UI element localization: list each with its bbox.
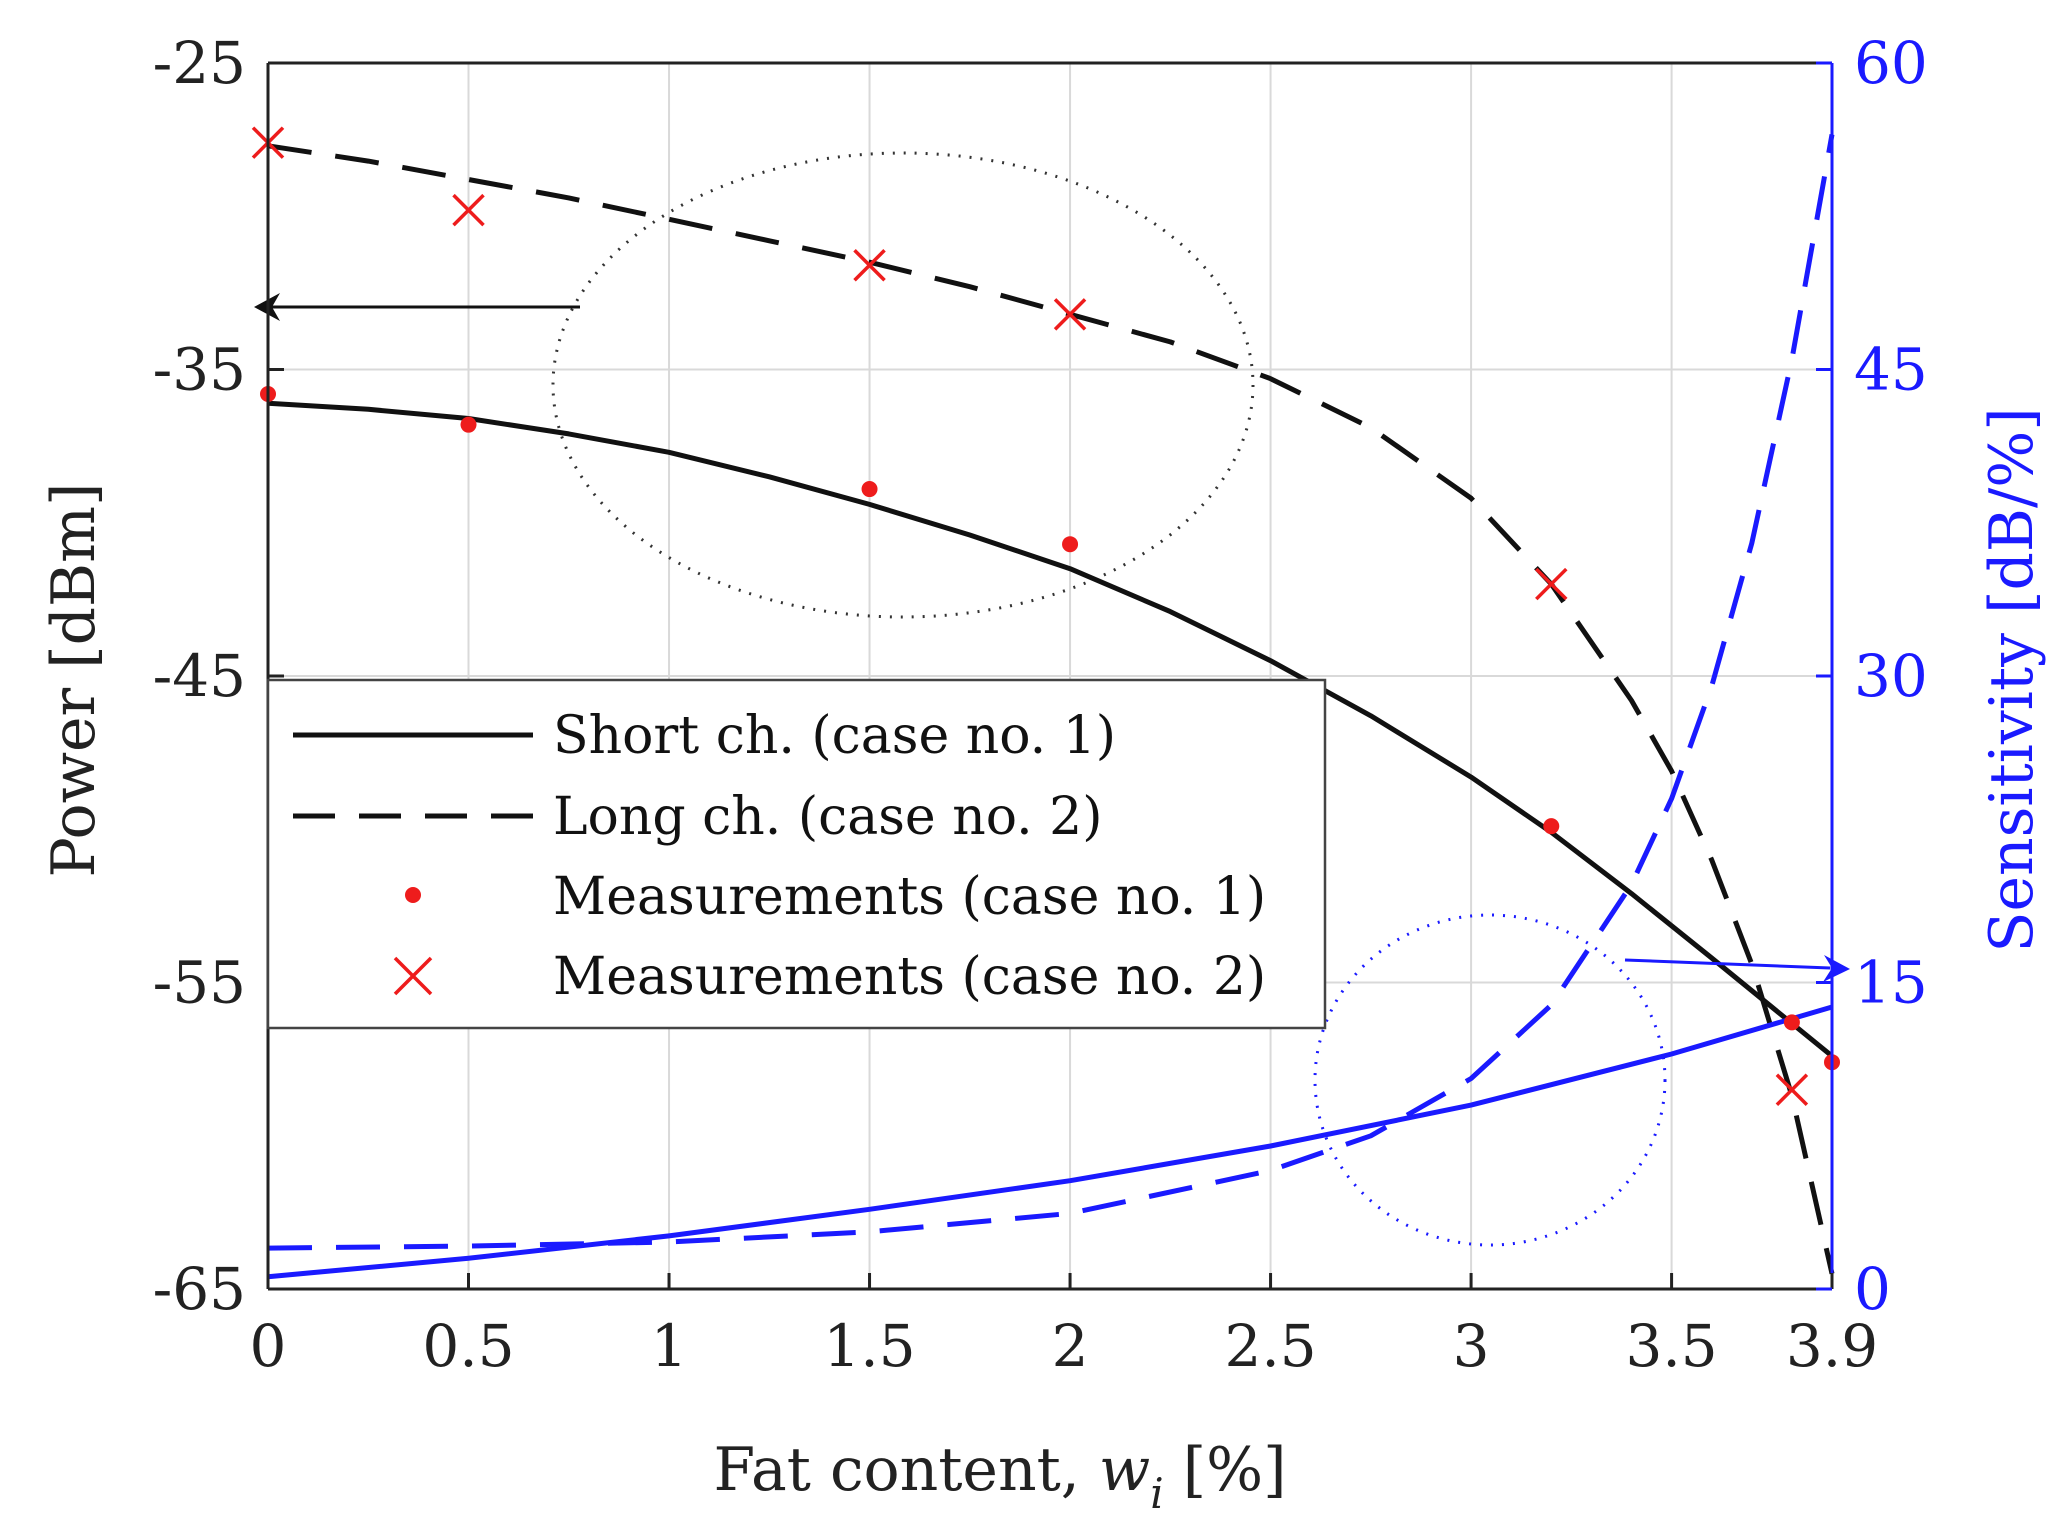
x-tick-label-2: 1 [651, 1312, 688, 1380]
sensitivity-curves-highlight-ellipse [1313, 913, 1667, 1247]
y-right-tick-label-0: 60 [1854, 29, 1928, 97]
x-axis-title: Fat content, wi [%] [713, 1435, 1286, 1518]
x-tick-label-4: 2 [1052, 1312, 1089, 1380]
measurement-dot-3 [1062, 536, 1079, 553]
x-tick-label-5: 2.5 [1224, 1312, 1316, 1380]
legend-label-short-ch: Short ch. (case no. 1) [553, 706, 1116, 766]
measurement-dot-2 [861, 481, 878, 498]
right-axis-arrow [1624, 955, 1850, 982]
power-curves-highlight-ellipse [551, 151, 1255, 619]
y-left-tick-label-1: -35 [153, 336, 246, 404]
axes: 0 0.5 1 1.5 2 2.5 3 3.5 3.9 -25 -35 -45 -55 -65 60 45 30… [153, 29, 1928, 1380]
y-left-tick-label-4: -65 [153, 1255, 246, 1323]
series-line-2 [267, 1004, 1833, 1280]
legend-label-long-ch: Long ch. (case no. 2) [553, 787, 1103, 847]
legend: Short ch. (case no. 1) Long ch. (case no… [266, 678, 1327, 1030]
y-axis-right-title: Sensitivity [dB/%] [1977, 407, 2047, 952]
legend-red-cross-swatch [393, 956, 433, 996]
x-tick-label-8: 3.9 [1786, 1312, 1878, 1380]
series-line-0 [267, 400, 1834, 1059]
y-right-tick-label-4: 0 [1854, 1255, 1891, 1323]
y-right-tick-label-3: 15 [1854, 949, 1928, 1017]
x-tick-label-0: 0 [250, 1312, 287, 1380]
legend-label-measurements-2: Measurements (case no. 2) [553, 947, 1266, 1007]
x-tick-label-3: 1.5 [823, 1312, 915, 1380]
measurement-dot-4 [1543, 818, 1560, 835]
legend-box [266, 678, 1327, 1030]
series-line-1 [267, 143, 1835, 1275]
series-line-3 [267, 134, 1835, 1251]
y-left-tick-label-3: -55 [153, 949, 246, 1017]
legend-red-dot-swatch [405, 887, 421, 903]
x-tick-label-1: 0.5 [422, 1312, 514, 1380]
grid [268, 63, 1832, 1289]
measurement-cross-4 [1535, 567, 1568, 601]
legend-label-measurements-1: Measurements (case no. 1) [553, 867, 1266, 927]
measurement-dot-1 [460, 416, 477, 433]
y-left-tick-label-2: -45 [153, 642, 246, 710]
measurement-markers [251, 126, 1840, 1107]
measurement-cross-3 [1053, 298, 1087, 331]
y-axis-left-title: Power [dBm] [39, 483, 109, 878]
measurement-dot-5 [1783, 1014, 1800, 1031]
left-axis-arrow [254, 293, 580, 321]
x-tick-label-6: 3 [1453, 1312, 1490, 1380]
measurement-cross-1 [452, 193, 485, 227]
y-left-tick-label-0: -25 [153, 29, 246, 97]
y-right-tick-label-2: 30 [1854, 642, 1928, 710]
y-right-tick-label-1: 45 [1854, 336, 1928, 404]
measurement-cross-2 [853, 249, 886, 282]
measurement-cross-5 [1775, 1073, 1809, 1107]
series [267, 134, 1835, 1280]
x-tick-label-7: 3.5 [1625, 1312, 1717, 1380]
